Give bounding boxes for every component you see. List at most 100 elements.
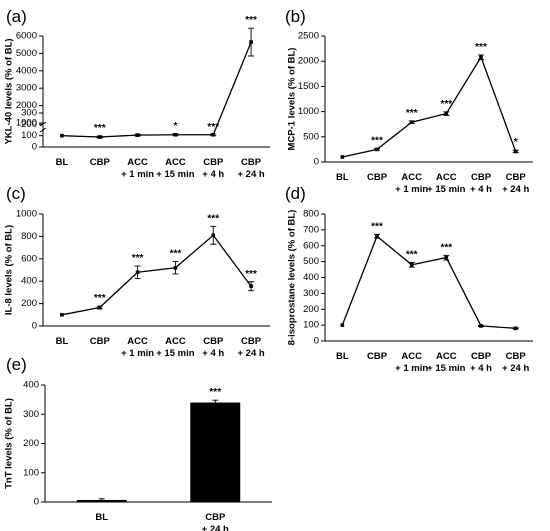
- x-tick-label: CBP: [205, 512, 226, 523]
- x-tick-label: BL: [56, 157, 69, 168]
- y-tick-label: 100: [21, 130, 37, 141]
- y-tick-label: 700: [303, 224, 319, 235]
- x-tick-label: CBP: [506, 172, 527, 183]
- significance-marker: ***: [475, 42, 487, 53]
- x-tick-label: ACC: [127, 336, 148, 347]
- y-tick-label: 0: [32, 142, 37, 153]
- x-tick-label: + 24 h: [502, 363, 529, 374]
- error-bar: [374, 233, 380, 239]
- series-line: [342, 55, 517, 158]
- x-tick-label: ACC: [165, 336, 186, 347]
- x-tick-label: + 1 min: [121, 348, 154, 359]
- significance-marker: ***: [94, 293, 106, 304]
- x-tick-label: + 15 min: [156, 169, 194, 180]
- bar: [190, 402, 241, 502]
- significance-marker: ***: [207, 213, 219, 224]
- x-tick-label: + 1 min: [395, 363, 428, 374]
- y-tick-label: 800: [303, 209, 319, 220]
- error-bar: [443, 254, 450, 261]
- error-bar: [172, 133, 179, 137]
- x-tick-label: CBP: [90, 336, 111, 347]
- data-point: [60, 313, 64, 317]
- y-tick-label: 0: [314, 336, 319, 347]
- y-tick-label: 200: [23, 438, 39, 449]
- y-tick-label: 1000: [298, 106, 319, 117]
- x-tick-label: + 1 min: [121, 169, 154, 180]
- x-tick-label: ACC: [436, 172, 457, 183]
- error-bar: [478, 54, 484, 60]
- y-tick-label: 500: [303, 256, 319, 267]
- y-tick-label: 300: [21, 108, 37, 119]
- y-tick-label: 6000: [16, 31, 37, 42]
- x-tick-label: CBP: [367, 351, 388, 362]
- y-tick-label: 800: [21, 231, 37, 242]
- x-tick-label: + 24 h: [237, 169, 264, 180]
- y-axis-title: IL-8 levels (% of BL): [4, 225, 15, 315]
- y-tick-label: 2000: [298, 56, 319, 67]
- x-tick-label: CBP: [241, 336, 262, 347]
- error-bar: [248, 27, 255, 57]
- error-bar: [172, 261, 179, 275]
- panel-c: (c) IL-8 levels (% of BL) 0 200 400 600 800 100…: [4, 184, 270, 359]
- error-bar: [408, 261, 415, 268]
- x-tick-label: + 1 min: [395, 184, 428, 195]
- error-bar: [512, 149, 519, 154]
- significance-marker: *: [514, 137, 518, 148]
- panel-label: (b): [285, 7, 306, 26]
- y-tick-label: 1000: [16, 209, 37, 220]
- significance-marker: ***: [371, 221, 383, 232]
- y-tick-label: 0: [34, 497, 39, 508]
- panel-d: (d) 8-isoprostane levels (% of BL) 0 100 200…: [285, 184, 533, 374]
- x-tick-label: + 24 h: [237, 348, 264, 359]
- series-line: [61, 234, 252, 316]
- data-point: [60, 133, 64, 138]
- y-tick-label: 200: [303, 304, 319, 315]
- data-point: [340, 323, 345, 327]
- x-tick-label: + 4 h: [202, 169, 224, 180]
- error-bar: [212, 399, 219, 406]
- error-bar: [512, 327, 519, 330]
- error-bar: [248, 281, 255, 292]
- x-tick-label: BL: [336, 172, 349, 183]
- y-tick-label: 2000: [16, 100, 37, 111]
- significance-marker: ***: [440, 242, 452, 253]
- y-tick-label: 600: [21, 253, 37, 264]
- x-tick-label: BL: [56, 336, 69, 347]
- y-tick-label: 200: [21, 119, 37, 130]
- panel-e: (e) TnT levels (% of BL) 0 100 200 300 400 BL CB…: [4, 355, 272, 531]
- data-point: [340, 155, 345, 159]
- x-tick-label: CBP: [506, 351, 527, 362]
- significance-marker: ***: [406, 249, 418, 260]
- y-tick-label: 400: [303, 272, 319, 283]
- error-bar: [96, 135, 103, 139]
- error-bar: [134, 265, 141, 279]
- y-tick-label: 5000: [16, 48, 37, 59]
- x-tick-label: ACC: [401, 172, 422, 183]
- y-tick-label: 0: [32, 321, 37, 332]
- error-bar: [443, 111, 450, 116]
- x-tick-label: CBP: [90, 157, 111, 168]
- error-bar: [210, 225, 217, 245]
- significance-marker: ***: [245, 15, 257, 26]
- y-axis-title: MCP-1 levels (% of BL): [287, 48, 298, 151]
- y-tick-label: 300: [23, 409, 39, 420]
- y-tick-label: 3000: [16, 83, 37, 94]
- x-tick-label: CBP: [471, 172, 492, 183]
- panel-a: (a) YKL-40 levels (% of BL) 01002003001000…: [4, 7, 270, 180]
- error-bar: [478, 324, 484, 327]
- y-tick-label: 600: [303, 240, 319, 251]
- significance-marker: ***: [209, 387, 221, 398]
- x-tick-label: ACC: [436, 351, 457, 362]
- significance-marker: ***: [170, 249, 182, 260]
- x-tick-label: CBP: [367, 172, 388, 183]
- error-bar: [374, 148, 380, 151]
- y-axis-title: TnT levels (% of BL): [4, 398, 15, 489]
- x-tick-label: + 4 h: [202, 348, 224, 359]
- x-tick-label: CBP: [203, 336, 224, 347]
- y-tick-label: 2500: [298, 31, 319, 42]
- error-bar: [134, 133, 141, 137]
- y-tick-label: 1000: [16, 118, 37, 129]
- panel-label: (c): [6, 184, 26, 203]
- panel-label: (a): [6, 7, 27, 26]
- y-axis-title: 8-isoprostane levels (% of BL): [287, 210, 298, 346]
